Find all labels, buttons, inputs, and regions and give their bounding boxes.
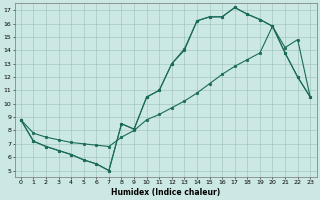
X-axis label: Humidex (Indice chaleur): Humidex (Indice chaleur) [111,188,220,197]
